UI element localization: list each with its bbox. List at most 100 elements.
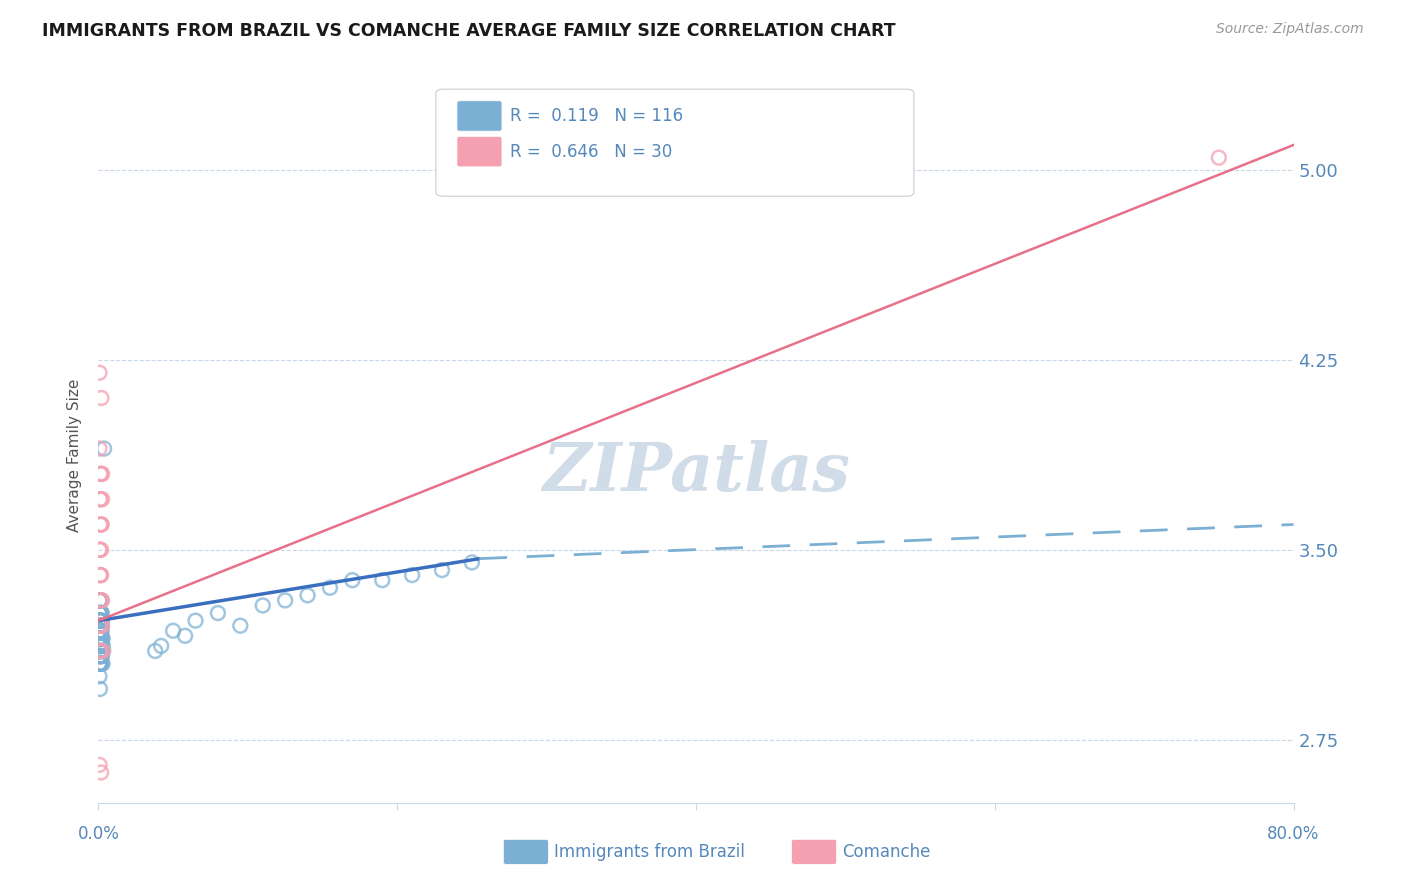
Point	[89, 614, 111, 628]
Point	[90, 614, 112, 628]
Point	[90, 517, 112, 532]
Point	[90, 644, 112, 658]
Point	[143, 644, 166, 658]
Point	[91, 632, 114, 646]
Point	[89, 606, 111, 620]
Point	[89, 492, 111, 507]
Point	[89, 618, 111, 632]
Point	[90, 632, 112, 646]
Point	[90, 648, 112, 663]
Point	[89, 648, 111, 663]
Point	[89, 632, 111, 646]
Point	[89, 624, 111, 638]
Point	[89, 644, 111, 658]
Point	[89, 657, 111, 671]
Point	[89, 648, 111, 663]
Point	[89, 648, 111, 663]
Point	[184, 614, 207, 628]
Point	[89, 593, 111, 607]
Point	[89, 624, 111, 638]
Text: Source: ZipAtlas.com: Source: ZipAtlas.com	[1216, 22, 1364, 37]
Point	[89, 644, 111, 658]
Point	[90, 606, 112, 620]
Point	[90, 657, 112, 671]
Point	[89, 618, 111, 632]
Point	[90, 606, 112, 620]
Point	[150, 639, 173, 653]
Point	[90, 639, 112, 653]
Text: Comanche: Comanche	[842, 843, 931, 861]
Point	[90, 624, 112, 638]
Point	[89, 757, 111, 772]
Point	[89, 614, 111, 628]
Point	[90, 391, 112, 405]
Point	[89, 618, 111, 632]
Point	[89, 606, 111, 620]
Point	[89, 644, 111, 658]
Point	[90, 593, 112, 607]
Point	[91, 492, 114, 507]
Point	[89, 606, 111, 620]
Point	[342, 573, 364, 587]
Point	[89, 618, 111, 632]
Point	[174, 629, 197, 643]
Text: Immigrants from Brazil: Immigrants from Brazil	[554, 843, 745, 861]
Text: 0.0%: 0.0%	[77, 825, 120, 843]
Point	[89, 492, 111, 507]
Point	[89, 648, 111, 663]
Point	[91, 618, 114, 632]
Point	[89, 632, 111, 646]
Point	[90, 606, 112, 620]
Point	[89, 681, 111, 696]
Point	[91, 632, 114, 646]
Point	[90, 648, 112, 663]
Point	[90, 648, 112, 663]
Point	[90, 624, 112, 638]
Point	[90, 644, 112, 658]
Point	[461, 556, 484, 570]
Point	[89, 614, 111, 628]
Point	[89, 644, 111, 658]
Text: ZIPatlas: ZIPatlas	[543, 440, 849, 505]
Point	[90, 639, 112, 653]
Point	[89, 593, 111, 607]
Point	[89, 648, 111, 663]
Point	[91, 644, 114, 658]
Point	[89, 639, 111, 653]
Point	[90, 593, 112, 607]
Point	[90, 632, 112, 646]
Point	[371, 573, 394, 587]
Point	[89, 624, 111, 638]
Point	[90, 467, 112, 481]
Point	[89, 593, 111, 607]
Point	[89, 614, 111, 628]
Point	[89, 657, 111, 671]
Point	[89, 644, 111, 658]
Point	[90, 614, 112, 628]
Point	[89, 593, 111, 607]
Point	[90, 632, 112, 646]
Point	[91, 593, 114, 607]
Point	[252, 599, 274, 613]
Point	[430, 563, 453, 577]
Point	[401, 568, 423, 582]
Point	[91, 467, 114, 481]
Point	[90, 517, 112, 532]
Point	[89, 517, 111, 532]
Point	[89, 442, 111, 456]
Point	[91, 644, 114, 658]
Point	[229, 618, 252, 632]
Point	[89, 639, 111, 653]
Point	[90, 606, 112, 620]
Text: IMMIGRANTS FROM BRAZIL VS COMANCHE AVERAGE FAMILY SIZE CORRELATION CHART: IMMIGRANTS FROM BRAZIL VS COMANCHE AVERA…	[42, 22, 896, 40]
Point	[297, 588, 319, 602]
Point	[89, 632, 111, 646]
Point	[90, 618, 112, 632]
Point	[89, 624, 111, 638]
Point	[89, 624, 111, 638]
Point	[90, 568, 112, 582]
Point	[90, 542, 112, 557]
Point	[89, 657, 111, 671]
Point	[207, 606, 229, 620]
Point	[89, 657, 111, 671]
